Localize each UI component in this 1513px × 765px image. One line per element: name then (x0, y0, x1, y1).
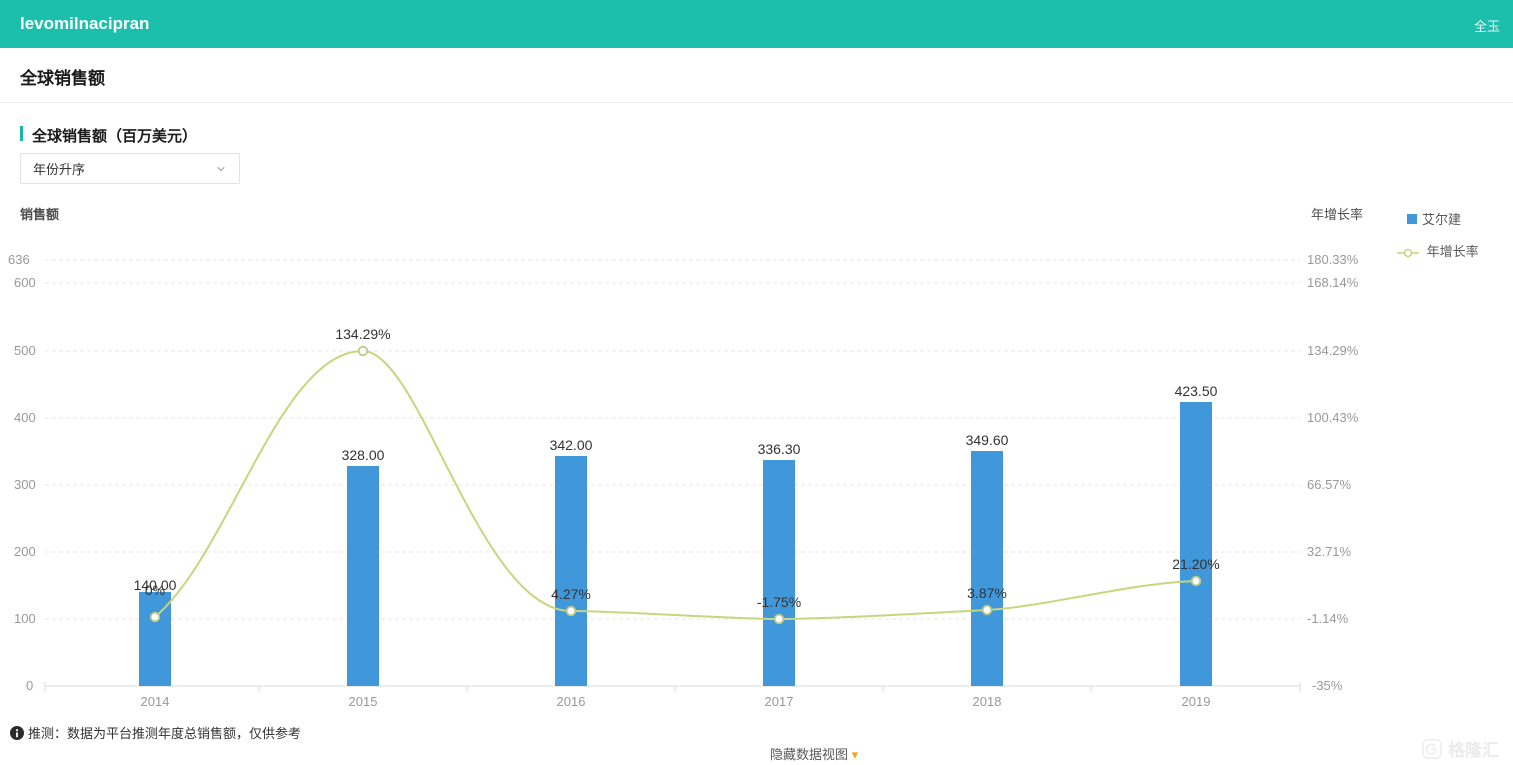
svg-text:-1.75%: -1.75% (757, 594, 801, 610)
svg-text:349.60: 349.60 (966, 432, 1009, 448)
svg-text:2014: 2014 (141, 694, 170, 709)
svg-text:423.50: 423.50 (1175, 383, 1218, 399)
svg-text:200: 200 (14, 544, 36, 559)
svg-text:180.33%: 180.33% (1307, 252, 1359, 267)
svg-text:21.20%: 21.20% (1172, 556, 1219, 572)
svg-text:400: 400 (14, 410, 36, 425)
svg-text:0: 0 (26, 678, 33, 693)
svg-text:134.29%: 134.29% (335, 326, 390, 342)
svg-text:0%: 0% (145, 582, 165, 598)
svg-text:342.00: 342.00 (550, 437, 593, 453)
svg-text:3.87%: 3.87% (967, 585, 1007, 601)
svg-text:2016: 2016 (557, 694, 586, 709)
svg-text:134.29%: 134.29% (1307, 343, 1359, 358)
svg-text:-35%: -35% (1312, 678, 1343, 693)
svg-text:2018: 2018 (973, 694, 1002, 709)
svg-text:2015: 2015 (349, 694, 378, 709)
svg-text:66.57%: 66.57% (1307, 477, 1352, 492)
svg-text:336.30: 336.30 (758, 441, 801, 457)
svg-text:328.00: 328.00 (342, 447, 385, 463)
svg-text:636: 636 (8, 252, 30, 267)
svg-text:500: 500 (14, 343, 36, 358)
svg-text:-1.14%: -1.14% (1307, 611, 1349, 626)
svg-text:168.14%: 168.14% (1307, 275, 1359, 290)
svg-text:2019: 2019 (1182, 694, 1211, 709)
svg-text:2017: 2017 (765, 694, 794, 709)
svg-text:600: 600 (14, 275, 36, 290)
svg-text:32.71%: 32.71% (1307, 544, 1352, 559)
svg-text:4.27%: 4.27% (551, 586, 591, 602)
svg-text:300: 300 (14, 477, 36, 492)
svg-text:100.43%: 100.43% (1307, 410, 1359, 425)
svg-text:100: 100 (14, 611, 36, 626)
